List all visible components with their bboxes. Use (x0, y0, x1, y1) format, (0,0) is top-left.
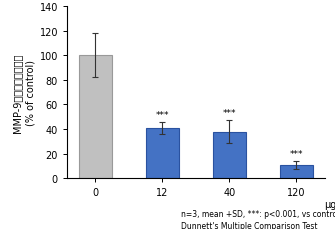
Text: ***: *** (156, 110, 169, 119)
Bar (146, 128, 179, 179)
Bar (79, 56, 112, 179)
Text: n=3, mean +SD, ***: p<0.001, vs control,
Dunnett's Multiple Comparison Test: n=3, mean +SD, ***: p<0.001, vs control,… (181, 210, 335, 229)
Bar (280, 165, 313, 179)
Text: ***: *** (223, 109, 236, 118)
Text: μg/mL: μg/mL (325, 199, 335, 210)
Bar (213, 132, 246, 179)
Y-axis label: MMP-9タンパク質発現量
(% of control): MMP-9タンパク質発現量 (% of control) (12, 53, 35, 132)
Text: ***: *** (290, 149, 303, 158)
